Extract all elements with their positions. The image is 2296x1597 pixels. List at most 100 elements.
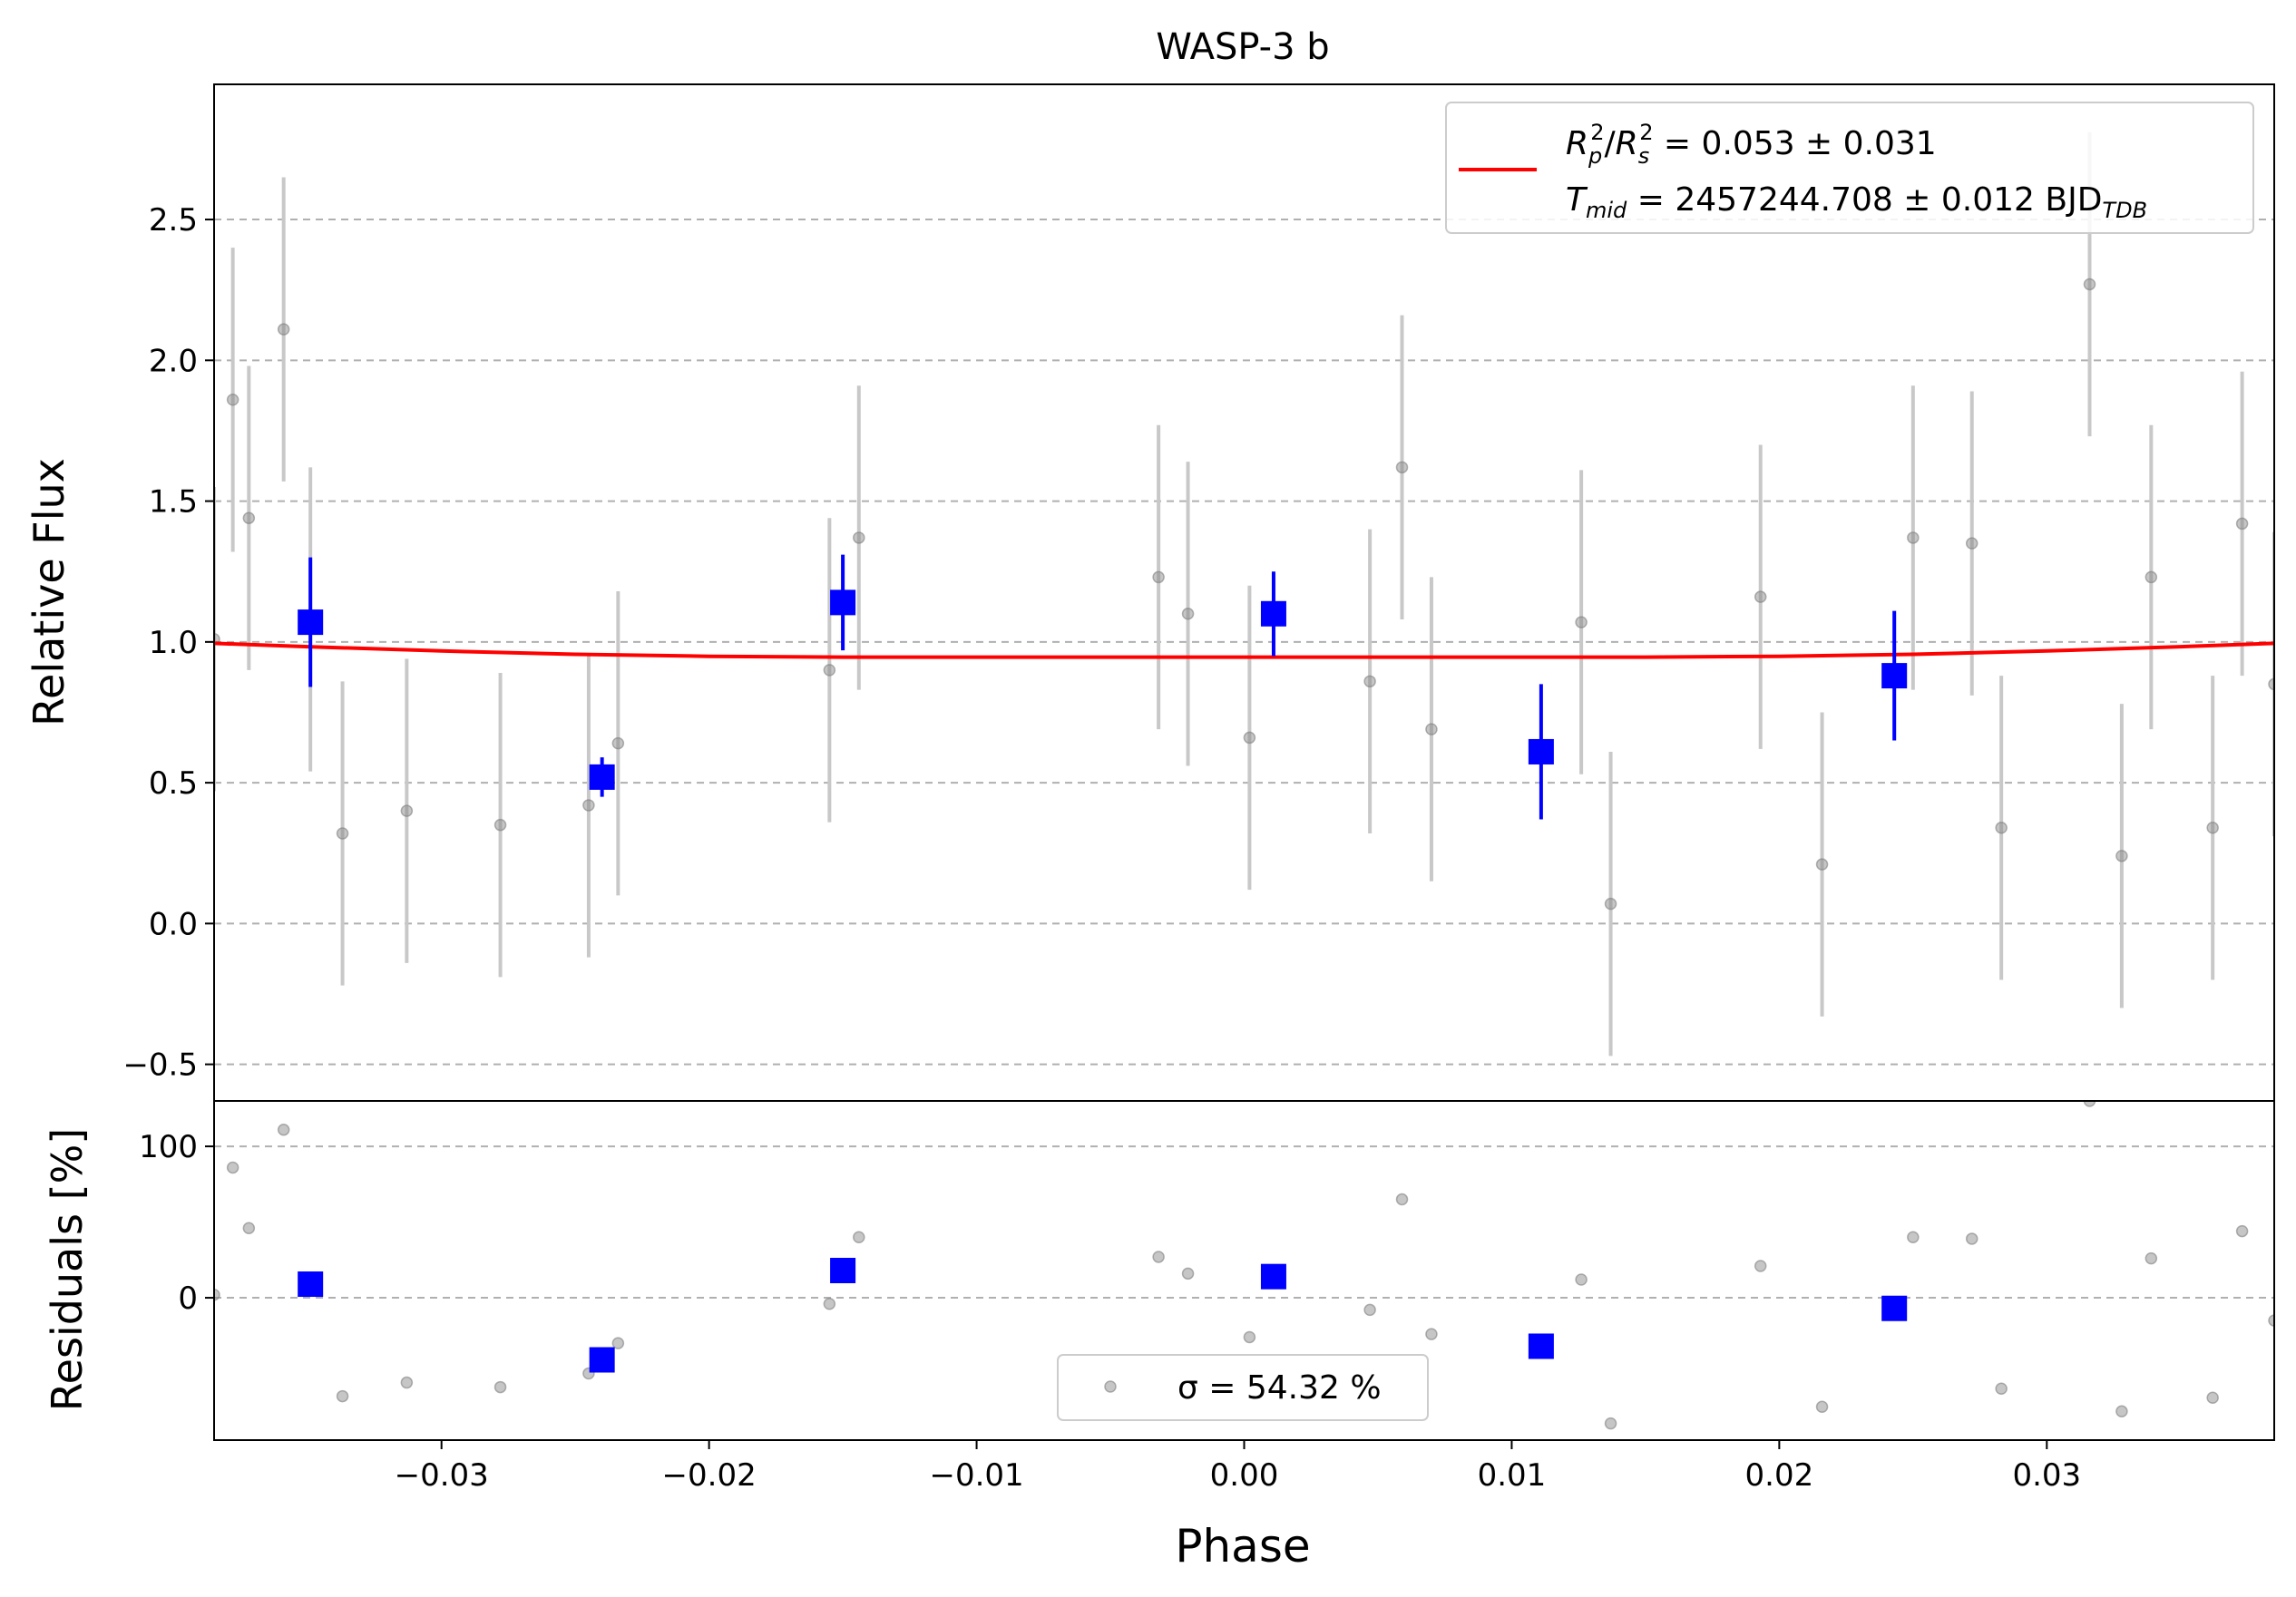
chart-title: WASP-3 b (1156, 26, 1329, 68)
residual-point (1965, 1232, 1978, 1245)
legend-tmid-text: Tmid = 2457244.708 ± 0.012 BJDTDB (1566, 181, 2147, 223)
raw-point (611, 736, 625, 750)
residual-point (2145, 1251, 2158, 1265)
y-tick-label: 2.5 (149, 202, 198, 239)
residual-point (493, 1380, 507, 1394)
legend-depth-text: Rp2/Rs2 = 0.053 ± 0.031 (1566, 120, 1937, 169)
binned-point (1528, 738, 1554, 764)
bottom-raw-points (214, 1101, 2274, 1430)
raw-point (1152, 570, 1165, 584)
raw-point (1815, 858, 1829, 871)
residual-point (1243, 1330, 1256, 1344)
x-tick-label: 0.03 (2012, 1457, 2081, 1494)
raw-point (1604, 897, 1617, 910)
x-axis: −0.03 −0.02 −0.01 0.00 0.01 0.02 0.03 (395, 1440, 2081, 1494)
top-legend-box (1445, 102, 2254, 234)
binned-residual-point (589, 1347, 615, 1373)
y-tick-label: 2.0 (149, 343, 198, 379)
raw-point (2235, 517, 2249, 531)
raw-point (1243, 731, 1256, 745)
x-tick-label: −0.02 (662, 1457, 757, 1494)
raw-point (1575, 616, 1588, 628)
y-tick-label: −0.5 (122, 1047, 198, 1084)
x-tick-label: 0.00 (1210, 1457, 1279, 1494)
y-tick-label: 1.0 (149, 625, 198, 661)
binned-residual-point (298, 1271, 324, 1298)
raw-point (582, 799, 595, 812)
raw-point (1395, 461, 1409, 474)
residual-point (1815, 1400, 1829, 1414)
y-tick-label: 0.5 (149, 765, 198, 802)
residual-point (2083, 1101, 2096, 1107)
residual-point (853, 1231, 865, 1244)
residual-point (2115, 1405, 2128, 1418)
raw-point (1363, 675, 1376, 688)
residual-point (2206, 1391, 2219, 1404)
raw-point (1181, 608, 1195, 620)
x-tick-label: −0.01 (929, 1457, 1023, 1494)
raw-point (2206, 822, 2219, 834)
raw-point (400, 804, 414, 817)
top-gridlines (214, 219, 2274, 1066)
binned-point (830, 589, 856, 616)
binned-point (298, 609, 324, 636)
top-y-axis: −0.5 0.0 0.5 1.0 1.5 2.0 2.5 (122, 202, 214, 1084)
bottom-panel: 0 100 −0.03 −0.02 −0.01 0.00 0.01 0.02 0.03 Res… (43, 1100, 2275, 1573)
binned-residual-point (830, 1258, 856, 1283)
x-tick-label: −0.03 (395, 1457, 489, 1494)
binned-point (1260, 600, 1286, 627)
residual-point (1395, 1193, 1409, 1206)
residual-point (2235, 1224, 2249, 1238)
bottom-legend: σ = 54.32 % (1057, 1354, 1429, 1421)
raw-point (2115, 850, 2128, 862)
residual-point (277, 1123, 290, 1136)
raw-point (1907, 531, 1920, 544)
raw-point (2268, 677, 2274, 691)
legend-residual-marker (1104, 1380, 1117, 1393)
residual-point (226, 1161, 239, 1174)
raw-point (2145, 570, 2158, 584)
residual-point (1575, 1273, 1588, 1286)
x-tick-label: 0.02 (1745, 1457, 1814, 1494)
residual-point (214, 1288, 220, 1301)
residual-point (2268, 1314, 2274, 1327)
binned-residual-point (1528, 1333, 1554, 1359)
residual-point (336, 1389, 349, 1403)
y-tick-label: 100 (139, 1129, 198, 1165)
binned-point (1881, 663, 1908, 689)
residual-point (1425, 1328, 1438, 1340)
residual-point (1754, 1260, 1767, 1272)
bottom-gridlines (214, 1145, 2274, 1300)
residual-point (1181, 1267, 1195, 1281)
raw-point (226, 394, 239, 406)
residual-point (1907, 1231, 1920, 1244)
residual-point (1152, 1251, 1165, 1263)
x-axis-label: Phase (1175, 1520, 1310, 1573)
residual-point (823, 1297, 836, 1310)
top-binned-points (298, 554, 1908, 820)
binned-residual-point (1881, 1295, 1908, 1321)
residual-point (611, 1337, 625, 1349)
raw-point (493, 818, 507, 832)
raw-point (1754, 590, 1767, 603)
y-tick-label: 0.0 (149, 906, 198, 942)
bottom-y-axis: 0 100 (139, 1129, 214, 1317)
legend-sigma-text: σ = 54.32 % (1177, 1369, 1382, 1407)
residual-point (1363, 1303, 1376, 1317)
y-tick-label: 1.5 (149, 484, 198, 521)
top-legend: Rp2/Rs2 = 0.053 ± 0.031 Tmid = 2457244.7… (1445, 102, 2254, 234)
top-y-axis-label: Relative Flux (24, 458, 73, 726)
residual-point (242, 1222, 256, 1234)
binned-point (589, 764, 615, 790)
bottom-binned-points (298, 1258, 1908, 1373)
residual-point (1995, 1382, 2008, 1395)
bottom-y-axis-label: Residuals [%] (43, 1128, 92, 1411)
raw-point (2083, 278, 2096, 291)
bottom-legend-box (1057, 1354, 1429, 1421)
top-panel: −0.5 0.0 0.5 1.0 1.5 2.0 2.5 Relative Flux Rp2… (24, 83, 2275, 1102)
transit-model-line (214, 641, 2274, 659)
binned-residual-point (1260, 1263, 1286, 1290)
raw-point (336, 827, 349, 840)
raw-point (853, 531, 865, 544)
